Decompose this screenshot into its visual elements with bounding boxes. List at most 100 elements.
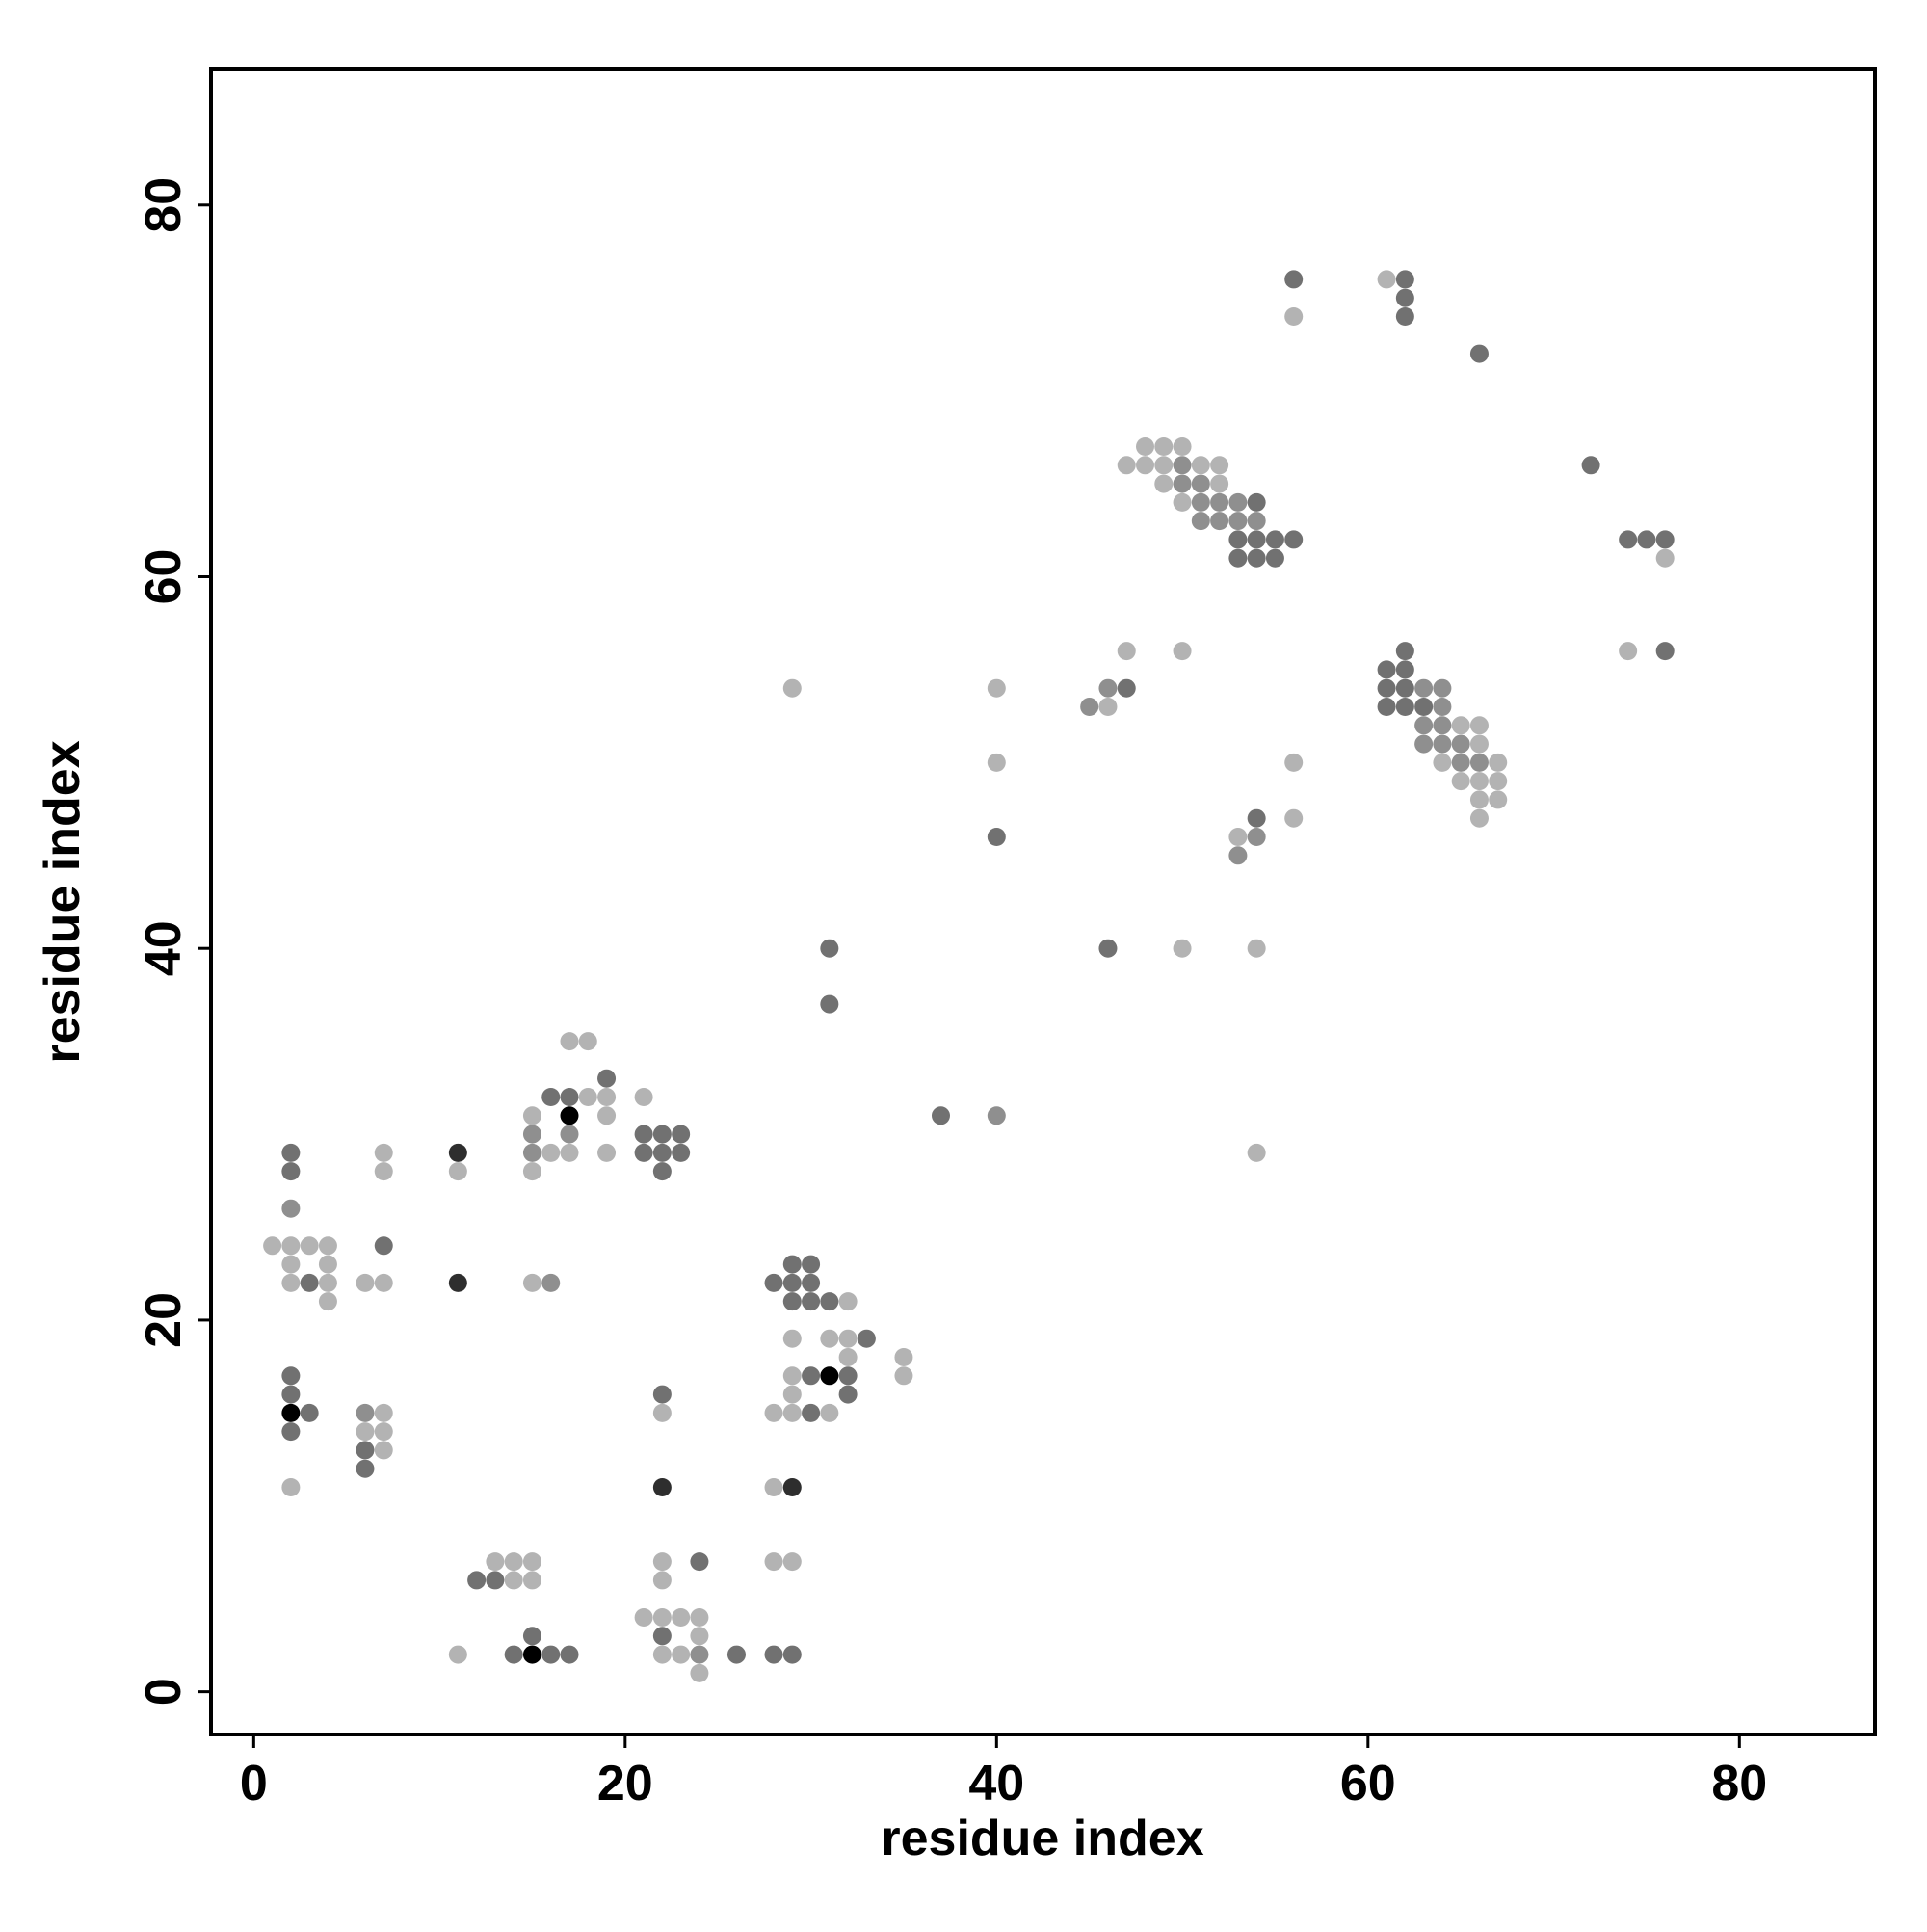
- x-tick-label: 20: [597, 1756, 653, 1812]
- point: [522, 1125, 541, 1144]
- point: [281, 1236, 301, 1256]
- point: [448, 1143, 467, 1162]
- point: [1210, 512, 1229, 531]
- point: [857, 1329, 876, 1348]
- point: [300, 1273, 319, 1292]
- point: [1284, 808, 1304, 828]
- point: [597, 1143, 617, 1162]
- point: [802, 1292, 821, 1311]
- point: [1395, 288, 1414, 307]
- point: [1154, 437, 1174, 456]
- point: [374, 1162, 393, 1181]
- point: [820, 939, 839, 958]
- point: [1637, 530, 1656, 549]
- point: [764, 1645, 783, 1664]
- point: [1451, 734, 1470, 754]
- point: [634, 1125, 653, 1144]
- point: [1247, 828, 1266, 846]
- point: [820, 1329, 839, 1348]
- point: [281, 1143, 301, 1162]
- point: [1395, 698, 1414, 716]
- point: [522, 1106, 541, 1125]
- point: [522, 1552, 541, 1572]
- point: [1191, 456, 1210, 475]
- point: [1395, 642, 1414, 661]
- point: [1210, 474, 1229, 493]
- point: [1395, 307, 1414, 326]
- point: [1228, 492, 1248, 512]
- point: [1581, 456, 1600, 475]
- point: [356, 1273, 375, 1292]
- point: [690, 1608, 709, 1627]
- point: [1191, 512, 1210, 531]
- point: [1414, 734, 1434, 754]
- point: [1469, 772, 1489, 791]
- point: [1228, 846, 1248, 865]
- point: [318, 1292, 337, 1311]
- point: [782, 1292, 802, 1311]
- point: [838, 1348, 858, 1366]
- point: [1619, 642, 1638, 661]
- point: [560, 1106, 579, 1125]
- point: [1154, 474, 1174, 493]
- point: [802, 1366, 821, 1386]
- point: [374, 1441, 393, 1460]
- point: [1136, 456, 1155, 475]
- point: [652, 1627, 672, 1646]
- point: [987, 753, 1006, 772]
- point: [894, 1348, 913, 1366]
- point: [1173, 642, 1192, 661]
- point: [782, 1403, 802, 1422]
- point: [1414, 698, 1434, 716]
- point: [1469, 808, 1489, 828]
- point: [690, 1627, 709, 1646]
- point: [838, 1292, 858, 1311]
- point: [356, 1441, 375, 1460]
- point: [1655, 530, 1675, 549]
- point: [356, 1403, 375, 1422]
- point: [764, 1552, 783, 1572]
- point: [1451, 716, 1470, 735]
- point: [1284, 270, 1304, 289]
- point: [597, 1106, 617, 1125]
- point: [1377, 678, 1396, 698]
- point: [1210, 456, 1229, 475]
- point: [1433, 734, 1452, 754]
- point: [726, 1645, 746, 1664]
- point: [1247, 492, 1266, 512]
- point: [1377, 270, 1396, 289]
- point: [802, 1255, 821, 1274]
- x-tick-label: 0: [240, 1756, 268, 1812]
- point: [782, 1385, 802, 1404]
- point: [374, 1273, 393, 1292]
- point: [652, 1162, 672, 1181]
- point: [672, 1125, 691, 1144]
- point: [560, 1032, 579, 1051]
- point: [672, 1143, 691, 1162]
- point: [560, 1088, 579, 1106]
- point: [448, 1273, 467, 1292]
- point: [541, 1273, 561, 1292]
- point: [690, 1645, 709, 1664]
- point: [1284, 530, 1304, 549]
- point: [690, 1663, 709, 1682]
- point: [504, 1571, 523, 1590]
- point: [782, 1329, 802, 1348]
- point: [764, 1403, 783, 1422]
- point: [281, 1199, 301, 1218]
- point: [1395, 660, 1414, 679]
- point: [1655, 548, 1675, 568]
- point: [1228, 828, 1248, 846]
- point: [1395, 678, 1414, 698]
- point: [318, 1236, 337, 1256]
- point: [541, 1088, 561, 1106]
- point: [374, 1236, 393, 1256]
- point: [987, 828, 1006, 846]
- point: [987, 1106, 1006, 1125]
- point: [318, 1255, 337, 1274]
- point: [1228, 512, 1248, 531]
- point: [1433, 698, 1452, 716]
- point: [1265, 548, 1284, 568]
- point: [1080, 698, 1099, 716]
